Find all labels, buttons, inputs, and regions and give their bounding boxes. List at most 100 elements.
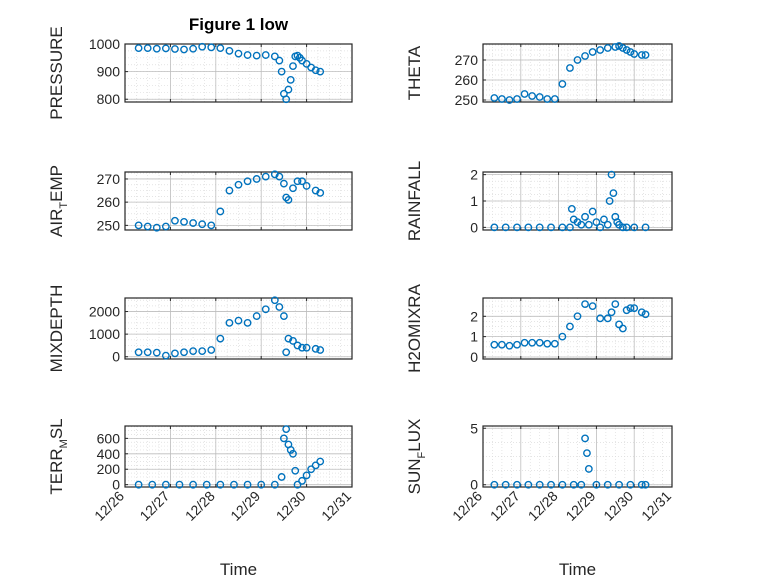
data-point (626, 304, 635, 313)
subplot-5: 0 1000 2000 MIXDEPTH (47, 285, 353, 372)
x-tick-label: 12/28 (525, 488, 561, 524)
data-point (143, 44, 152, 53)
data-point (243, 318, 252, 327)
data-point (603, 220, 612, 229)
data-point (524, 480, 533, 489)
data-point (505, 96, 514, 104)
data-point (207, 43, 216, 52)
data-point (581, 434, 589, 443)
data-point (161, 222, 170, 231)
data-point (307, 465, 316, 474)
data-point (501, 223, 510, 232)
y-tick-label: 2 (470, 167, 478, 183)
x-tick-label: 12/31 (318, 488, 354, 524)
data-point (592, 480, 601, 489)
data-point (302, 343, 311, 352)
data-point (134, 44, 143, 53)
y-tick-label: 5 (470, 420, 478, 436)
y-axis-label-part: TERR (47, 448, 66, 494)
data-point (497, 95, 506, 103)
data-point (134, 221, 143, 230)
data-point (611, 300, 620, 308)
data-point (573, 56, 582, 64)
data-point (490, 223, 499, 232)
subplot-2: 250 260 270 THETA (405, 42, 673, 108)
data-point (216, 334, 225, 343)
data-point (490, 94, 499, 102)
data-point (311, 66, 320, 75)
data-point (175, 480, 184, 489)
y-axis-label: SUNFLUX (405, 419, 428, 495)
axes-frame (482, 43, 673, 103)
subplot-8: 0 5 SUNFLUX 12/26 12/27 12/28 12/29 12/30 12/31 T… (405, 419, 674, 579)
data-point (535, 93, 544, 101)
data-point (243, 51, 252, 59)
data-point (243, 480, 252, 489)
y-axis-label: RAINFALL (405, 161, 424, 241)
axes-frame (482, 425, 673, 488)
data-point (198, 347, 207, 355)
data-point (547, 223, 555, 232)
data-point (189, 347, 198, 355)
data-point (573, 312, 582, 321)
data-point (282, 425, 291, 433)
data-point (275, 303, 284, 311)
data-point (289, 449, 297, 458)
data-point (277, 67, 286, 76)
data-point (316, 346, 325, 354)
data-point (152, 223, 161, 232)
data-point (618, 44, 627, 52)
y-tick-label: 0 (470, 477, 478, 493)
data-point (605, 197, 614, 205)
data-point (615, 42, 623, 50)
data-point (282, 348, 291, 357)
y-tick-label: 270 (455, 52, 479, 68)
data-point (225, 318, 234, 327)
data-point (630, 223, 639, 232)
y-axis-label-part: LUX (405, 419, 424, 452)
data-point (630, 304, 639, 313)
data-point (505, 341, 514, 350)
data-point (180, 348, 188, 357)
data-point (152, 44, 161, 53)
data-point (234, 180, 243, 189)
data-point (261, 172, 270, 181)
data-point (207, 346, 216, 354)
data-point (513, 223, 521, 232)
data-point (243, 177, 252, 186)
data-point (282, 193, 291, 202)
data-point (584, 220, 593, 229)
data-point (293, 480, 302, 489)
x-tick-label: 12/26 (449, 488, 485, 524)
data-point (171, 349, 179, 358)
data-point (316, 457, 325, 466)
data-point (289, 184, 297, 193)
data-point (528, 338, 537, 347)
data-point (316, 188, 325, 197)
data-point (577, 220, 586, 229)
data-point (513, 480, 521, 489)
data-point (543, 339, 552, 348)
data-point (497, 340, 506, 349)
y-tick-label: 400 (97, 446, 121, 462)
y-axis-label-part: SL (47, 418, 66, 439)
data-point (524, 223, 533, 232)
data-point (567, 205, 576, 213)
y-tick-label: 1 (470, 329, 478, 345)
data-point (588, 48, 597, 56)
y-axis-label-part: F (416, 451, 428, 458)
data-point (234, 316, 243, 325)
data-point (252, 175, 261, 183)
data-point (603, 314, 612, 323)
data-point (298, 177, 306, 186)
data-point (528, 92, 537, 100)
y-axis-label: PRESSURE (47, 26, 66, 120)
data-point (626, 480, 635, 489)
data-point (284, 85, 293, 94)
data-point (202, 480, 211, 489)
x-tick-label: 12/27 (487, 488, 523, 524)
data-point (216, 480, 225, 489)
y-tick-label: 1000 (89, 36, 120, 52)
axes-frame (124, 43, 353, 103)
data-point (581, 212, 589, 221)
